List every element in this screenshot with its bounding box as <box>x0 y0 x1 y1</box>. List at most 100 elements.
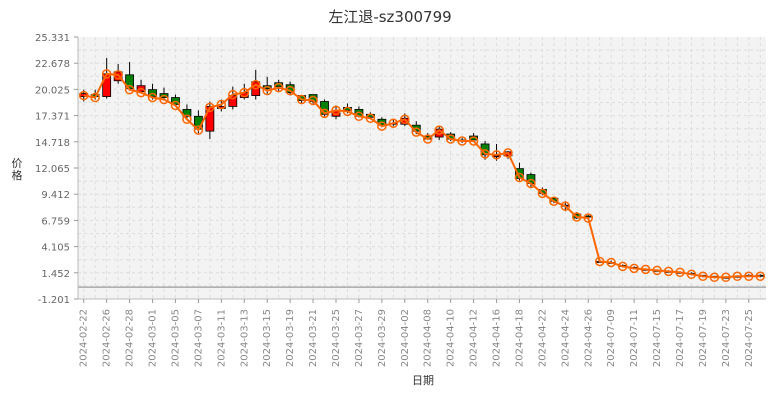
y-tick-label: 14.718 <box>35 138 70 149</box>
x-tick-label: 2024-04-08 <box>423 309 434 367</box>
close-point <box>411 127 422 137</box>
close-point <box>78 90 89 101</box>
close-point <box>262 85 272 96</box>
x-tick-label: 2024-03-29 <box>377 309 388 367</box>
x-tick-label: 2024-03-27 <box>354 309 365 367</box>
close-point <box>526 178 536 189</box>
close-point <box>560 201 571 211</box>
close-point <box>308 95 318 106</box>
grid <box>78 37 766 300</box>
x-tick-label: 2024-03-21 <box>308 309 319 367</box>
x-tick-label: 2024-03-07 <box>193 309 204 367</box>
close-point <box>709 272 720 283</box>
close-point <box>101 69 112 79</box>
close-point <box>503 148 513 158</box>
y-tick-label: 17.371 <box>35 112 70 123</box>
x-tick-label: 2024-07-23 <box>721 309 732 367</box>
close-point <box>193 125 204 135</box>
x-tick-label: 2024-02-28 <box>125 309 136 367</box>
close-point <box>90 92 100 103</box>
close-point <box>422 134 433 144</box>
close-point <box>606 257 616 268</box>
close-point <box>640 264 651 275</box>
close-point <box>629 263 639 274</box>
close-point <box>228 89 238 100</box>
close-point <box>365 113 376 124</box>
close-point <box>331 105 341 116</box>
x-tick-label: 2024-07-15 <box>652 309 663 367</box>
y-tick-label: 1.452 <box>41 269 70 280</box>
y-tick-label: 25.331 <box>35 33 70 44</box>
x-tick-label: 2024-02-22 <box>79 309 90 367</box>
close-point <box>239 87 250 98</box>
x-tick-label: 2024-04-22 <box>537 309 548 367</box>
close-point <box>273 82 284 93</box>
y-tick-label: 9.412 <box>41 190 70 201</box>
close-point <box>491 150 502 160</box>
y-axis-title: 价格 <box>11 157 23 182</box>
x-tick-label: 2024-07-09 <box>606 309 617 367</box>
close-point <box>434 125 444 135</box>
x-axis-title: 日期 <box>412 374 434 387</box>
close-point <box>136 87 146 98</box>
close-point <box>170 100 181 111</box>
close-point <box>342 106 353 117</box>
x-tick-label: 2024-04-02 <box>400 309 411 367</box>
close-point <box>686 269 697 280</box>
x-tick-label: 2024-04-24 <box>560 309 571 367</box>
close-point <box>388 118 399 128</box>
close-point <box>514 172 525 183</box>
x-tick-label: 2024-04-12 <box>469 309 480 367</box>
close-point <box>698 271 708 282</box>
close-point <box>182 114 192 125</box>
x-tick-label: 2024-03-25 <box>331 309 342 367</box>
close-line <box>83 72 761 279</box>
close-point <box>113 70 123 80</box>
close-point <box>319 108 330 119</box>
close-point <box>354 111 364 122</box>
x-tick-label: 2024-03-19 <box>285 309 296 367</box>
close-point <box>480 149 490 159</box>
x-tick-label: 2024-03-11 <box>216 309 227 367</box>
x-tick-label: 2024-04-16 <box>492 309 503 367</box>
close-point <box>296 94 307 105</box>
y-tick-label: 22.678 <box>35 59 70 70</box>
close-point <box>377 121 387 131</box>
y-tick-label: 12.065 <box>35 164 70 175</box>
x-tick-label: 2024-07-25 <box>744 309 755 367</box>
close-point <box>147 92 158 103</box>
y-tick-label: 20.025 <box>35 85 70 96</box>
close-point <box>468 136 479 146</box>
candle-body <box>182 108 192 117</box>
x-tick-label: 2024-03-13 <box>239 309 250 367</box>
x-tick-label: 2024-07-11 <box>629 309 640 367</box>
close-point <box>400 114 410 125</box>
close-point <box>159 94 169 105</box>
y-tick-label: 4.105 <box>41 243 70 254</box>
close-point <box>744 271 754 282</box>
close-point <box>732 271 743 282</box>
close-point <box>721 272 731 283</box>
close-point <box>617 261 628 272</box>
y-tick-label: 6.759 <box>41 216 70 227</box>
close-point <box>755 271 766 282</box>
close-point <box>445 134 456 144</box>
close-point <box>583 213 594 223</box>
close-point <box>250 79 261 90</box>
chart-title: 左江退-sz300799 <box>328 8 452 26</box>
close-point <box>549 196 559 206</box>
x-tick-label: 2024-04-18 <box>514 309 525 367</box>
close-point <box>457 136 467 146</box>
x-tick-label: 2024-07-17 <box>675 309 686 367</box>
close-point <box>572 212 582 222</box>
x-tick-label: 2024-07-19 <box>698 309 709 367</box>
close-point <box>537 188 548 199</box>
close-point <box>663 266 674 277</box>
close-point <box>652 265 662 276</box>
close-point <box>216 99 227 110</box>
x-tick-label: 2024-02-26 <box>102 309 113 367</box>
x-tick-label: 2024-03-01 <box>148 309 159 367</box>
close-point <box>675 267 685 278</box>
